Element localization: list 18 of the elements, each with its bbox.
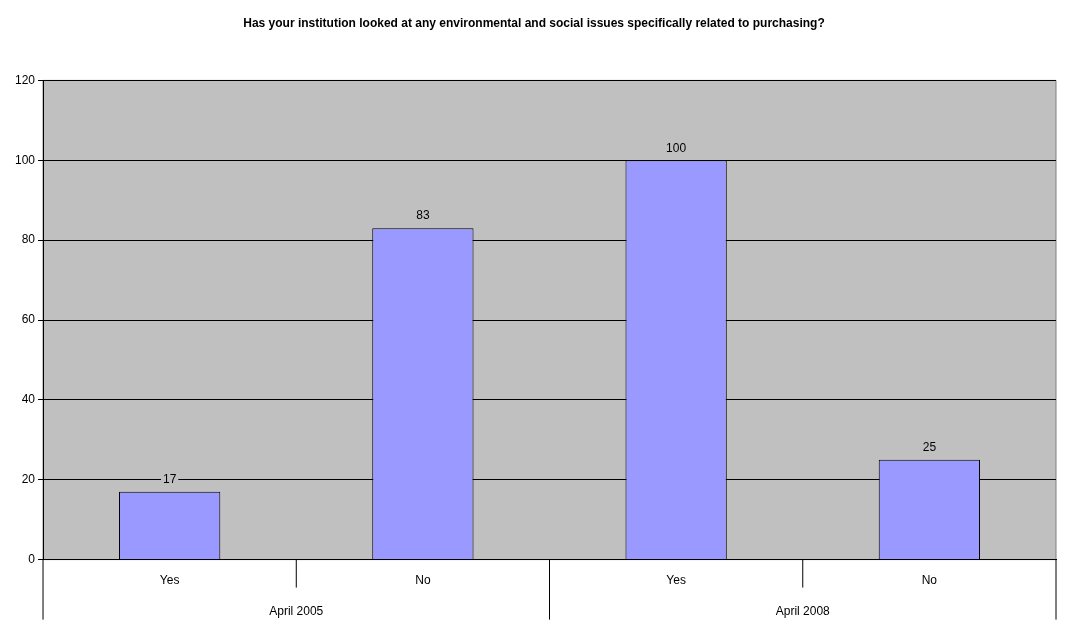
y-tick-label: 60 bbox=[21, 312, 36, 327]
y-tick-label: 20 bbox=[21, 472, 36, 487]
text: April 2008 bbox=[775, 603, 831, 618]
x-tick-label: No bbox=[415, 573, 431, 588]
y-tick-label: 120 bbox=[14, 72, 36, 87]
x-tick-label: No bbox=[921, 573, 938, 588]
x-tick-label: Yes bbox=[159, 573, 180, 588]
data-label: 17 bbox=[162, 472, 177, 487]
y-tick-label: 80 bbox=[21, 232, 36, 247]
chart-title: Has your institution looked at any environmental and social issues specifically related to purchasing? bbox=[243, 15, 825, 30]
x-tick-label: Yes bbox=[666, 573, 686, 588]
y-tick-label: 0 bbox=[28, 551, 36, 566]
text: April 2005 bbox=[269, 603, 324, 618]
data-label: 25 bbox=[922, 440, 937, 455]
y-tick-label: 40 bbox=[21, 392, 36, 407]
data-label: 83 bbox=[416, 208, 430, 223]
data-label: 100 bbox=[666, 140, 687, 155]
y-tick-label: 100 bbox=[14, 152, 36, 167]
